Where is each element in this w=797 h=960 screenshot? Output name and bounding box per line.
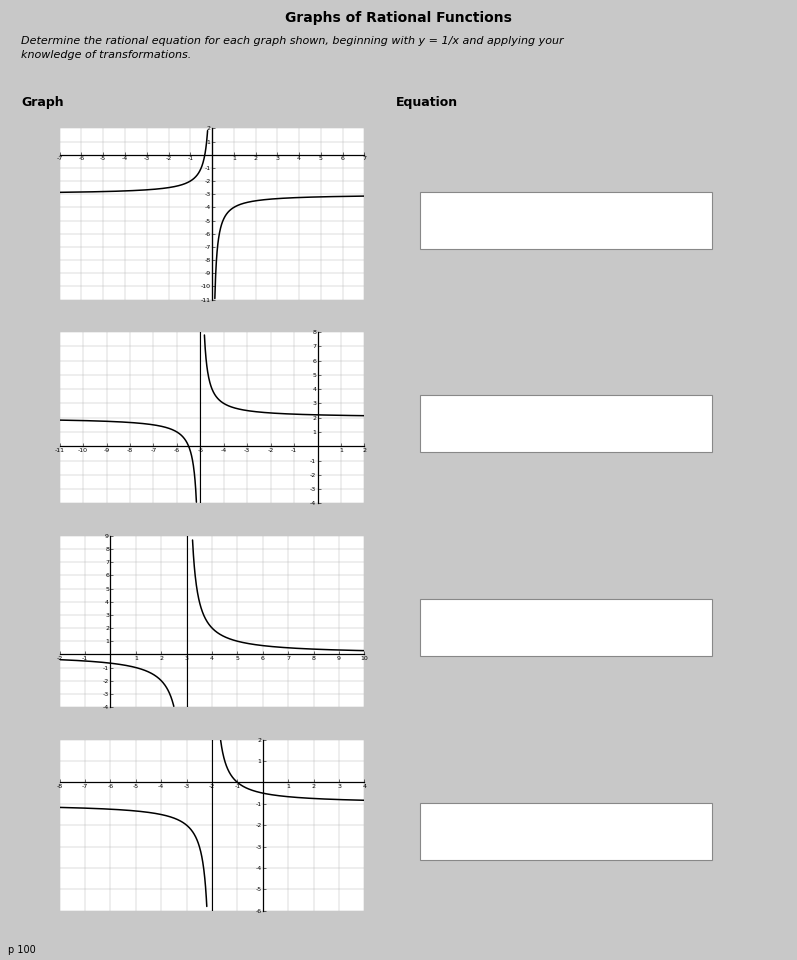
Text: Graph: Graph [22, 96, 64, 109]
Bar [420, 803, 712, 860]
Bar [420, 192, 712, 249]
Bar [420, 396, 712, 452]
Text: Determine the rational equation for each graph shown, beginning with y = 1/x and: Determine the rational equation for each… [22, 36, 563, 60]
Text: Equation: Equation [395, 96, 457, 109]
Text: p 100: p 100 [8, 946, 36, 955]
Text: Graphs of Rational Functions: Graphs of Rational Functions [285, 12, 512, 25]
Bar [420, 599, 712, 656]
